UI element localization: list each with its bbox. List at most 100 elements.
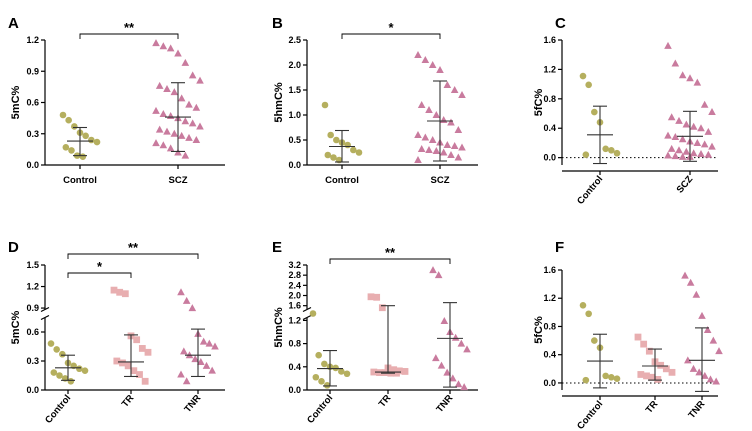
y-tick-label: 0.4	[543, 350, 556, 360]
x-category-label: TR	[644, 399, 661, 416]
data-point-triangle	[682, 147, 691, 155]
data-point-circle	[50, 369, 58, 376]
y-tick-label: 0.0	[26, 160, 39, 170]
data-point-circle	[338, 368, 345, 375]
y-axis-label: 5fC%	[533, 316, 545, 344]
data-point-triangle	[704, 150, 713, 158]
data-point-circle	[76, 365, 83, 373]
data-point-triangle	[675, 146, 683, 154]
y-tick-label: 0.3	[26, 356, 39, 366]
data-point-triangle	[712, 377, 720, 385]
data-point-triangle	[450, 86, 459, 93]
y-tick-label: 1.2	[26, 35, 39, 45]
panel-E: E 5hmC% 0.0 0.4 0.8 1.2 1.62.02.42.83.2 Control…	[272, 239, 478, 426]
significance-bracket	[67, 272, 132, 278]
data-point-triangle	[693, 138, 702, 146]
data-point-square	[645, 347, 653, 355]
data-point-square	[119, 359, 126, 367]
y-tick-label: 2.8	[288, 270, 301, 280]
data-point-square	[373, 293, 381, 301]
data-point-triangle	[185, 133, 193, 141]
y-tick-label: 0.4	[543, 123, 556, 133]
data-point-triangle	[182, 296, 191, 304]
panel-label: F	[555, 239, 564, 256]
data-point-triangle	[182, 377, 191, 385]
data-point-triangle	[451, 333, 460, 341]
data-point-triangle	[671, 133, 680, 141]
y-tick-label: 0.9	[26, 66, 39, 76]
y-tick-label: 1.0	[288, 110, 301, 120]
data-point-circle	[315, 351, 322, 359]
panel-label: E	[272, 239, 282, 256]
data-point-triangle	[664, 151, 672, 159]
data-point-square	[381, 369, 389, 376]
data-point-triangle	[700, 100, 709, 108]
data-point-square	[390, 366, 398, 374]
y-axis-label: 5mC%	[10, 310, 22, 344]
x-category-label: Control	[575, 399, 605, 431]
data-point-triangle	[458, 91, 466, 98]
data-point-triangle	[177, 370, 185, 378]
data-point-triangle	[692, 290, 701, 298]
data-point-triangle	[159, 42, 168, 50]
data-point-triangle	[697, 124, 705, 132]
data-point-triangle	[463, 345, 471, 353]
series-tnr	[177, 288, 219, 385]
data-point-triangle	[682, 120, 691, 128]
data-point-triangle	[457, 339, 466, 347]
data-point-circle	[67, 378, 75, 385]
x-category-label: SCZ	[169, 175, 188, 186]
significance-label: *	[388, 20, 394, 35]
data-point-triangle	[208, 366, 216, 374]
data-point-triangle	[689, 364, 698, 372]
data-point-circle	[579, 72, 587, 80]
data-point-circle	[350, 146, 357, 154]
data-point-square	[640, 340, 648, 348]
data-point-circle	[327, 131, 334, 139]
x-category-label: Control	[325, 175, 359, 186]
data-point-triangle	[686, 278, 695, 286]
data-point-triangle	[429, 266, 437, 274]
data-point-triangle	[439, 116, 448, 123]
data-point-triangle	[205, 339, 214, 347]
x-category-label: Control	[43, 393, 73, 426]
data-point-triangle	[197, 357, 205, 365]
y-tick-label: 0.3	[26, 129, 39, 139]
data-point-triangle	[196, 76, 204, 84]
series-control	[309, 310, 351, 389]
data-point-circle	[312, 373, 320, 381]
data-point-triangle	[196, 122, 204, 130]
y-tick-label: 1.6	[543, 35, 556, 45]
data-point-square	[133, 336, 141, 344]
data-point-triangle	[188, 304, 197, 312]
panel-label: D	[8, 239, 19, 256]
data-point-triangle	[428, 61, 437, 68]
data-point-triangle	[180, 347, 188, 355]
y-tick-label: 1.2	[543, 293, 556, 303]
data-point-triangle	[447, 151, 455, 158]
data-point-circle	[321, 360, 328, 368]
data-point-triangle	[706, 375, 715, 383]
data-point-square	[113, 357, 121, 365]
data-point-triangle	[425, 146, 433, 153]
y-axis-label: 5fC%	[533, 89, 545, 117]
y-tick-label: 0.8	[543, 94, 556, 104]
data-point-triangle	[439, 148, 448, 156]
data-point-circle	[71, 123, 78, 130]
data-point-square	[654, 376, 662, 383]
data-point-square	[376, 369, 383, 376]
data-point-triangle	[159, 141, 168, 149]
data-point-triangle	[671, 152, 680, 160]
data-point-triangle	[211, 342, 219, 350]
data-point-square	[130, 367, 138, 375]
data-point-triangle	[192, 103, 201, 111]
significance-bracket	[67, 253, 199, 259]
series-tr	[110, 286, 152, 385]
data-point-triangle	[155, 125, 164, 133]
data-point-triangle	[697, 149, 705, 157]
y-tick-label: 2.0	[288, 291, 301, 301]
y-tick-label: 0.0	[543, 153, 556, 163]
data-point-triangle	[159, 109, 168, 117]
data-point-triangle	[188, 71, 197, 79]
significance-label: **	[124, 20, 135, 35]
